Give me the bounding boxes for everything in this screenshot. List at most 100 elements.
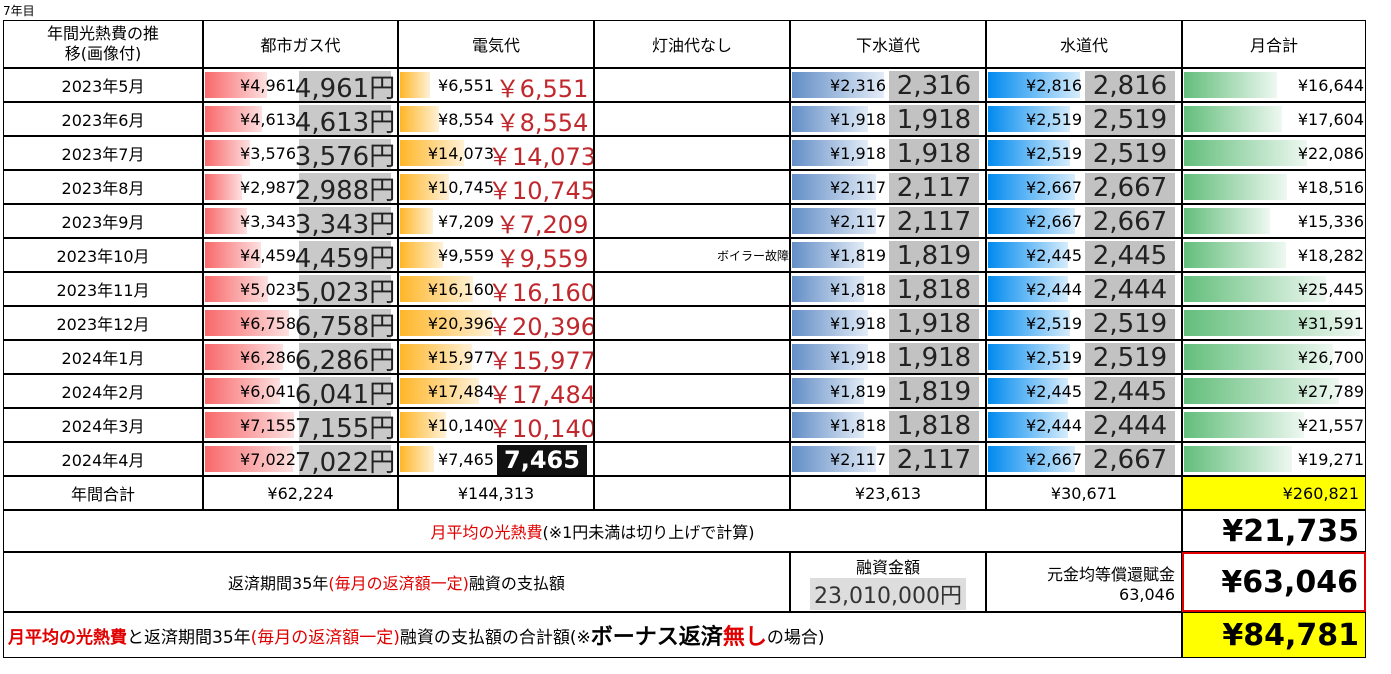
data-bar [400, 446, 434, 472]
data-bar [1184, 276, 1327, 302]
cell-text: ¥15,977 [427, 347, 494, 367]
electric-value: ¥8,554 ￥8,554 [398, 102, 594, 136]
text-segment: 返済期間35年 [228, 574, 329, 593]
data-bar [1184, 310, 1361, 336]
electric-image: 7,465 [497, 445, 587, 475]
water-value: ¥2,667 2,667 [986, 442, 1182, 476]
water-value: ¥2,519 2,519 [986, 102, 1182, 136]
cell-text: ¥2,444 [1026, 279, 1082, 299]
electric-value-cell: ¥10,140 [399, 409, 497, 441]
loan-payment-label: 元金均等償還賦金 [1046, 564, 1175, 584]
sewer-value-cell: ¥1,918 [791, 137, 889, 169]
cell-text: ¥26,700 [1297, 347, 1364, 367]
sewer-value: ¥1,918 1,918 [790, 340, 986, 374]
sewer-image: 2,316 [889, 71, 979, 101]
electric-value: ¥16,160 ￥16,160 [398, 272, 594, 306]
column-header: 都市ガス代 [203, 20, 398, 68]
gas-image: 6,758円 [295, 309, 395, 339]
cell-text: 2024年1月 [61, 349, 145, 368]
cell-text: ¥260,821 [1282, 483, 1359, 503]
sheet-label: 7年目 [3, 0, 63, 20]
month: 2024年2月 [3, 374, 203, 408]
total-value-cell: ¥18,282 [1183, 239, 1365, 271]
month: 2023年12月 [3, 306, 203, 340]
data-bar [205, 140, 250, 166]
water-value: ¥2,444 2,444 [986, 272, 1182, 306]
cell-text: ¥3,576 [240, 143, 296, 163]
cell-text: ¥2,667 [1026, 177, 1082, 197]
total-value-cell: ¥31,591 [1183, 307, 1365, 339]
loan-payment-cell: 元金均等償還賦金 63,046 [986, 552, 1182, 612]
water-image: 2,816 [1085, 71, 1175, 101]
electric-value-cell: ¥7,465 [399, 443, 497, 475]
sewer-value: ¥2,117 2,117 [790, 170, 986, 204]
cell-text: ¥6,551 [438, 75, 494, 95]
sewer-value: ¥1,819 1,819 [790, 374, 986, 408]
electric-value-cell: ¥15,977 [399, 341, 497, 373]
cell-text: 月合計 [1249, 36, 1298, 55]
cell-text: ¥7,022 [240, 449, 296, 469]
total-value: ¥16,644 [1182, 68, 1366, 102]
loan-payment: 63,046 [1119, 584, 1175, 604]
cell-text: 2023年12月 [56, 315, 150, 334]
cell-text: ¥17,604 [1297, 109, 1364, 129]
loan-amount-cell: 融資金額 23,010,000円 [790, 552, 986, 612]
data-bar [205, 446, 293, 472]
water-value-cell: ¥2,519 [987, 137, 1085, 169]
annual-water: ¥30,671 [986, 476, 1182, 510]
cell-text: ¥2,519 [1026, 313, 1082, 333]
gas-value-cell: ¥4,613 [204, 103, 299, 135]
cell-text: ¥19,271 [1297, 449, 1364, 469]
total-value: ¥19,271 [1182, 442, 1366, 476]
annual-sewer: ¥23,613 [790, 476, 986, 510]
data-bar [988, 208, 1076, 234]
cell-text: ¥1,818 [830, 415, 886, 435]
kerosene-cell [594, 340, 790, 374]
total-value: ¥18,282 [1182, 238, 1366, 272]
gas-value: ¥5,023 5,023円 [203, 272, 398, 306]
data-bar [1184, 72, 1277, 98]
gas-value: ¥6,286 6,286円 [203, 340, 398, 374]
water-value-cell: ¥2,667 [987, 171, 1085, 203]
electric-value-cell: ¥6,551 [399, 69, 497, 101]
water-image: 2,667 [1085, 207, 1175, 237]
cell-text: 2023年8月 [61, 179, 145, 198]
electric-value: ¥9,559 ￥9,559 [398, 238, 594, 272]
column-header: 水道代 [986, 20, 1182, 68]
cell-text: ¥2,667 [1026, 449, 1082, 469]
sewer-image: 1,819 [889, 241, 979, 271]
cell-text: 2024年4月 [61, 451, 145, 470]
gas-value-cell: ¥3,576 [204, 137, 299, 169]
gas-image: 4,961円 [295, 71, 395, 101]
total-value: ¥26,700 [1182, 340, 1366, 374]
data-bar [1184, 446, 1292, 472]
total-value-cell: ¥19,271 [1183, 443, 1365, 475]
cell-text: ¥21,557 [1297, 415, 1364, 435]
gas-value: ¥3,343 3,343円 [203, 204, 398, 238]
cell-text: ¥4,613 [240, 109, 296, 129]
gas-image: 7,022円 [295, 445, 395, 475]
data-bar [988, 378, 1068, 404]
gas-value: ¥4,613 4,613円 [203, 102, 398, 136]
gas-value-cell: ¥5,023 [204, 273, 299, 305]
data-bar [400, 276, 473, 302]
data-bar [400, 174, 449, 200]
data-bar [988, 242, 1068, 268]
text-segment: 月平均の光熱費 [8, 627, 127, 648]
data-bar [400, 140, 464, 166]
electric-value: ¥15,977 ￥15,977 [398, 340, 594, 374]
average-value: ¥21,735 [1182, 510, 1366, 552]
data-bar [205, 208, 247, 234]
cell-text: ¥16,644 [1297, 75, 1364, 95]
cell-text: ¥15,336 [1297, 211, 1364, 231]
gas-value: ¥2,987 2,988円 [203, 170, 398, 204]
electric-value-cell: ¥10,745 [399, 171, 497, 203]
cell-text: ¥4,459 [240, 245, 296, 265]
sewer-value-cell: ¥2,117 [791, 443, 889, 475]
sewer-value-cell: ¥1,918 [791, 341, 889, 373]
water-image: 2,519 [1085, 139, 1175, 169]
total-value: ¥17,604 [1182, 102, 1366, 136]
sewer-value-cell: ¥1,818 [791, 273, 889, 305]
sewer-value-cell: ¥1,918 [791, 307, 889, 339]
